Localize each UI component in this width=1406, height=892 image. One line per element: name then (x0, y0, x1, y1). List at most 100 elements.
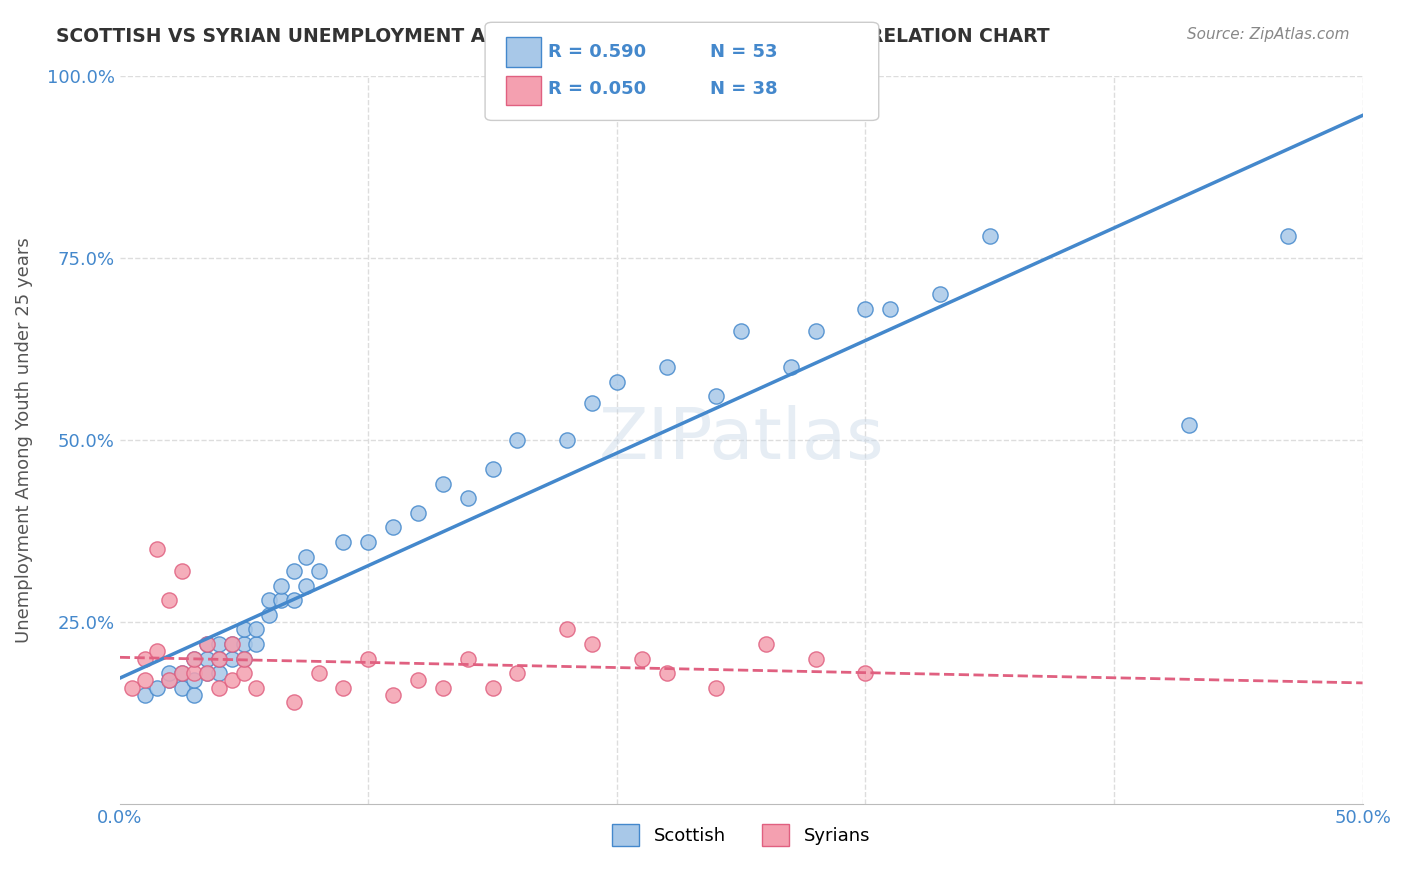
Point (1277, 228, 1299, 243)
Point (357, 651, 380, 665)
Point (170, 666, 193, 681)
Point (208, 651, 231, 665)
Point (283, 593, 305, 607)
Point (581, 637, 603, 651)
Point (779, 359, 801, 374)
Point (630, 651, 652, 665)
Point (257, 607, 280, 622)
Point (308, 564, 330, 578)
Point (481, 462, 503, 476)
Point (979, 228, 1001, 243)
Point (195, 637, 218, 651)
Point (121, 681, 143, 695)
Point (134, 651, 156, 665)
Point (195, 666, 218, 681)
Point (183, 651, 205, 665)
Point (245, 681, 267, 695)
Point (183, 688, 205, 702)
Point (195, 637, 218, 651)
Text: Source: ZipAtlas.com: Source: ZipAtlas.com (1187, 27, 1350, 42)
Point (406, 673, 429, 688)
Point (804, 324, 827, 338)
Point (506, 666, 529, 681)
Point (308, 666, 330, 681)
Point (208, 651, 231, 665)
Point (245, 637, 267, 651)
Point (146, 681, 169, 695)
Point (704, 389, 727, 403)
Point (195, 651, 218, 665)
Point (233, 651, 256, 665)
Point (804, 651, 827, 665)
Point (233, 666, 256, 681)
Point (555, 433, 578, 447)
Point (221, 637, 243, 651)
Point (1177, 418, 1199, 433)
Point (295, 549, 318, 564)
Point (170, 681, 193, 695)
Point (183, 673, 205, 688)
Point (208, 681, 231, 695)
Point (655, 666, 678, 681)
Point (506, 433, 529, 447)
Point (221, 651, 243, 665)
Point (382, 520, 405, 534)
Point (233, 637, 256, 651)
Text: N = 53: N = 53 (710, 43, 778, 61)
Point (159, 673, 181, 688)
Point (879, 301, 901, 316)
Point (295, 579, 318, 593)
Point (233, 623, 256, 637)
Point (555, 623, 578, 637)
Point (159, 666, 181, 681)
Point (159, 593, 181, 607)
Text: SCOTTISH VS SYRIAN UNEMPLOYMENT AMONG YOUTH UNDER 25 YEARS CORRELATION CHART: SCOTTISH VS SYRIAN UNEMPLOYMENT AMONG YO… (56, 27, 1050, 45)
Point (855, 301, 877, 316)
Point (481, 681, 503, 695)
Point (332, 681, 354, 695)
Text: ZIPatlas: ZIPatlas (599, 406, 884, 475)
Point (929, 287, 952, 301)
Point (606, 375, 628, 389)
Point (221, 673, 243, 688)
Point (170, 666, 193, 681)
Point (233, 651, 256, 665)
Point (755, 637, 778, 651)
Point (332, 535, 354, 549)
Point (270, 579, 292, 593)
Point (245, 623, 267, 637)
Point (704, 681, 727, 695)
Point (146, 542, 169, 557)
Point (357, 535, 380, 549)
Point (134, 673, 156, 688)
Point (134, 688, 156, 702)
Point (208, 666, 231, 681)
Point (283, 564, 305, 578)
Point (432, 681, 454, 695)
Text: R = 0.050: R = 0.050 (548, 80, 647, 98)
Text: R = 0.590: R = 0.590 (548, 43, 647, 61)
Point (270, 593, 292, 607)
Point (283, 695, 305, 709)
Point (432, 476, 454, 491)
Point (195, 666, 218, 681)
Point (382, 688, 405, 702)
Point (406, 506, 429, 520)
Point (221, 637, 243, 651)
Point (183, 666, 205, 681)
Point (257, 593, 280, 607)
Y-axis label: Unemployment Among Youth under 25 years: Unemployment Among Youth under 25 years (15, 237, 32, 643)
Point (655, 359, 678, 374)
Point (183, 651, 205, 665)
Point (170, 564, 193, 578)
Point (457, 651, 479, 665)
Point (159, 673, 181, 688)
Point (146, 644, 169, 658)
Legend: Scottish, Syrians: Scottish, Syrians (605, 817, 877, 854)
Point (581, 396, 603, 410)
Text: N = 38: N = 38 (710, 80, 778, 98)
Point (208, 637, 231, 651)
Point (855, 666, 877, 681)
Point (457, 491, 479, 506)
Point (730, 324, 752, 338)
